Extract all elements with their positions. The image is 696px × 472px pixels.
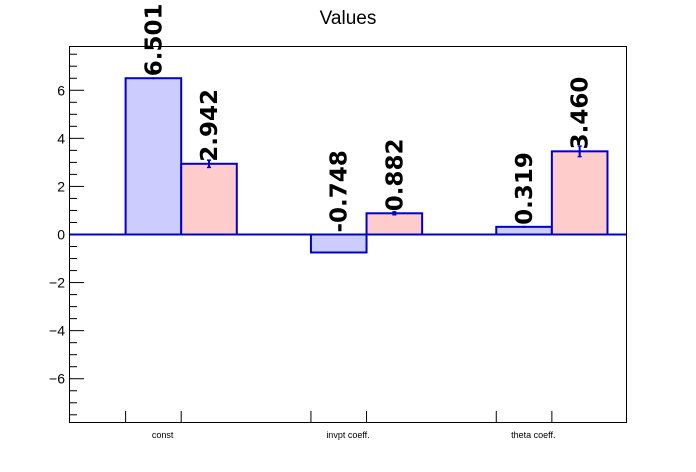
bars-layer [124,77,609,254]
y-tick-label: −4 [49,323,65,339]
data-label: 0.882 [382,139,408,212]
y-tick-label: 6 [57,82,65,98]
data-label: 6.501 [141,3,167,76]
chart-title: Values [320,8,377,29]
bar [550,150,609,236]
x-category-label: const [152,430,174,440]
data-label: 2.942 [197,89,223,162]
data-label: 3.460 [568,77,594,150]
data-labels-layer: 6.501 -0.748 0.319 2.942 0.882 3.460 [141,3,593,232]
x-category-label: theta coeff. [511,430,555,440]
y-axis: −6 −4 −2 0 2 4 6 [49,53,84,416]
data-label: -0.748 [327,150,353,232]
y-tick-label: −6 [49,371,65,387]
bar [309,233,368,254]
bar [495,225,553,236]
plot-frame [69,46,627,423]
x-axis: const invpt coeff. theta coeff. [125,411,556,440]
data-label: 0.319 [512,152,538,225]
bar [180,162,238,236]
y-tick-label: 4 [57,130,65,146]
bar [365,212,424,236]
y-tick-label: −2 [49,275,65,291]
bar [124,77,183,236]
y-tick-label: 2 [57,178,65,194]
x-category-label: invpt coeff. [326,430,369,440]
y-tick-label: 0 [57,227,65,243]
